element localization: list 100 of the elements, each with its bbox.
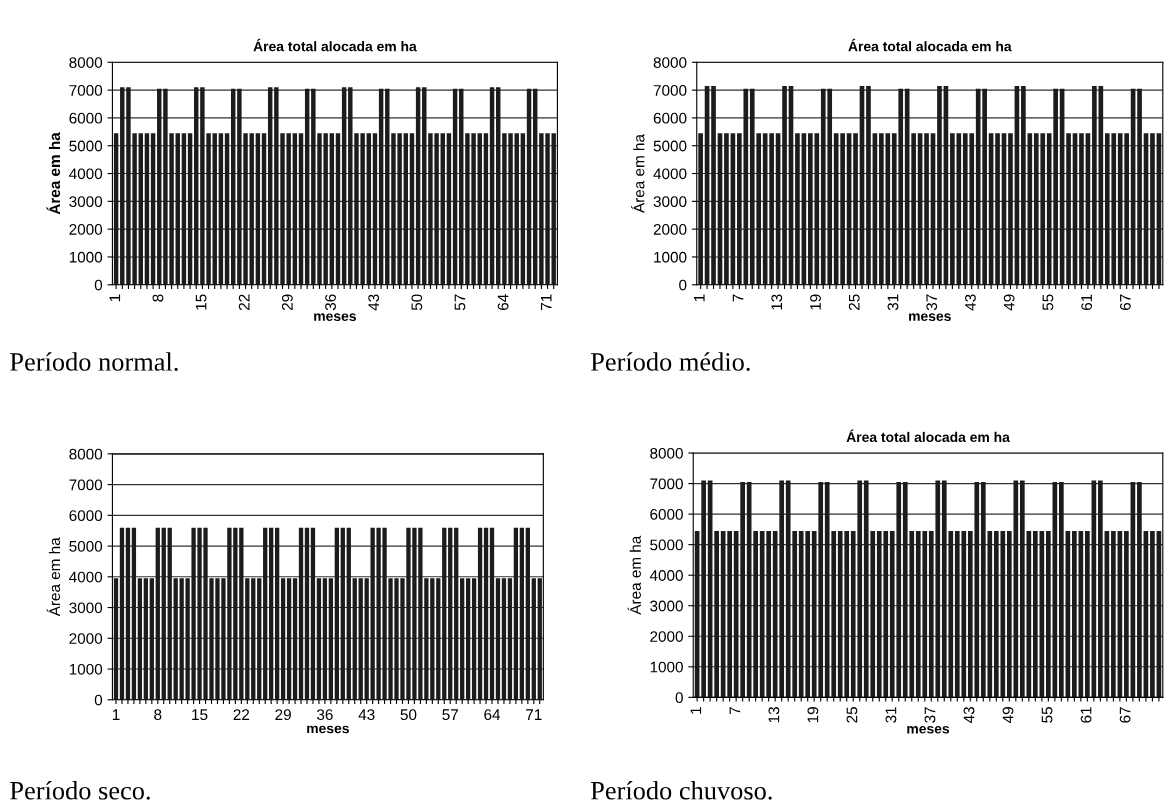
y-axis-title: Área em ha [627, 535, 641, 615]
bar [292, 133, 298, 285]
bar [403, 133, 408, 285]
bar [212, 133, 217, 285]
bar [714, 530, 719, 698]
x-axis-title: meses [909, 313, 951, 321]
x-axis-title: meses [907, 725, 950, 734]
y-tick-label: 0 [675, 692, 683, 704]
x-tick-label: 7 [729, 707, 741, 715]
y-tick-label: 8000 [69, 57, 103, 68]
x-tick-label: 36 [325, 294, 336, 311]
bar [341, 87, 347, 285]
bar [446, 133, 452, 285]
x-tick-label: 55 [1042, 294, 1054, 311]
y-tick-label: 4000 [69, 168, 103, 180]
y-tick-label: 7000 [650, 478, 683, 490]
bar [995, 133, 1000, 285]
x-tick-label: 31 [887, 294, 899, 311]
bar [255, 133, 261, 285]
x-tick-label: 37 [926, 294, 938, 311]
bar [329, 133, 335, 285]
x-tick-label: 1 [112, 709, 120, 720]
y-tick-label: 1000 [69, 251, 103, 263]
text: Período chuvoso. [590, 780, 772, 800]
x-tick-label: 67 [1119, 707, 1131, 723]
bar [298, 133, 304, 285]
x-axis-title: meses [314, 313, 356, 321]
bar [144, 133, 150, 285]
y-tick-label: 8000 [650, 447, 683, 459]
bar [409, 133, 415, 285]
y-axis-title: Área em ha [46, 537, 61, 617]
y-tick-label: 0 [94, 279, 103, 291]
text: Período seco. [10, 780, 150, 800]
x-tick-label: 64 [484, 709, 501, 721]
bar [532, 88, 538, 285]
bar [1021, 85, 1026, 285]
bar [452, 88, 458, 285]
bar [1150, 530, 1155, 698]
y-tick-label: 6000 [653, 112, 687, 124]
bar [1092, 85, 1097, 285]
x-tick-label: 1 [694, 294, 705, 302]
x-tick-label: 1 [109, 294, 121, 302]
y-tick-label: 2000 [650, 631, 683, 642]
y-axis-title: Área em ha [46, 132, 61, 215]
bar [218, 133, 224, 285]
x-tick-label: 71 [540, 294, 552, 310]
y-tick-label: 6000 [69, 112, 103, 124]
bar [1137, 482, 1142, 698]
text: Período médio. [590, 352, 750, 371]
x-tick-label: 19 [807, 707, 819, 723]
bar [175, 133, 180, 285]
y-tick-label: 8000 [69, 448, 103, 460]
y-tick-label: 8000 [653, 57, 687, 68]
x-tick-label: 50 [411, 294, 423, 311]
y-tick-label: 1000 [650, 661, 683, 673]
x-tick-label: 15 [192, 709, 208, 721]
bar [120, 87, 125, 285]
bar [526, 88, 532, 285]
bar [853, 133, 858, 285]
bar [261, 133, 267, 285]
text: Período normal. [10, 352, 178, 371]
bar [698, 133, 703, 285]
y-tick-label: 3000 [69, 602, 103, 614]
x-tick-label: 8 [154, 709, 162, 721]
y-tick-label: 3000 [653, 196, 687, 208]
bar [150, 133, 156, 285]
bar [496, 87, 501, 285]
bar [335, 133, 341, 285]
bar [1137, 88, 1142, 285]
bar [157, 88, 162, 285]
bar [782, 85, 787, 285]
bar [459, 88, 464, 285]
x-tick-label: 29 [275, 709, 291, 721]
x-tick-label: 19 [810, 294, 821, 310]
x-tick-label: 8 [152, 294, 164, 302]
x-tick-label: 61 [1081, 294, 1093, 311]
y-tick-label: 7000 [69, 84, 103, 96]
x-tick-label: 22 [238, 294, 250, 311]
bar [1059, 482, 1064, 698]
y-tick-label: 1000 [654, 251, 687, 263]
x-tick-label: 31 [885, 707, 897, 723]
x-tick-label: 43 [963, 707, 975, 724]
x-tick-label: 49 [1003, 294, 1015, 311]
x-tick-label: 37 [924, 707, 936, 723]
bar [304, 88, 310, 285]
y-tick-label: 2000 [653, 224, 687, 235]
bar [267, 87, 273, 285]
y-tick-label: 2000 [69, 633, 103, 644]
x-tick-label: 36 [316, 709, 333, 721]
x-tick-label: 49 [1002, 707, 1014, 724]
bar [701, 480, 706, 698]
y-tick-label: 4000 [653, 168, 687, 180]
y-tick-label: 0 [679, 279, 687, 291]
bar [422, 87, 427, 285]
y-tick-label: 3000 [69, 196, 103, 208]
bar [740, 482, 745, 698]
chart-title: Área total alocada em ha [253, 38, 417, 52]
bar [181, 133, 187, 285]
bar [378, 88, 384, 285]
y-tick-label: 6000 [650, 508, 683, 520]
